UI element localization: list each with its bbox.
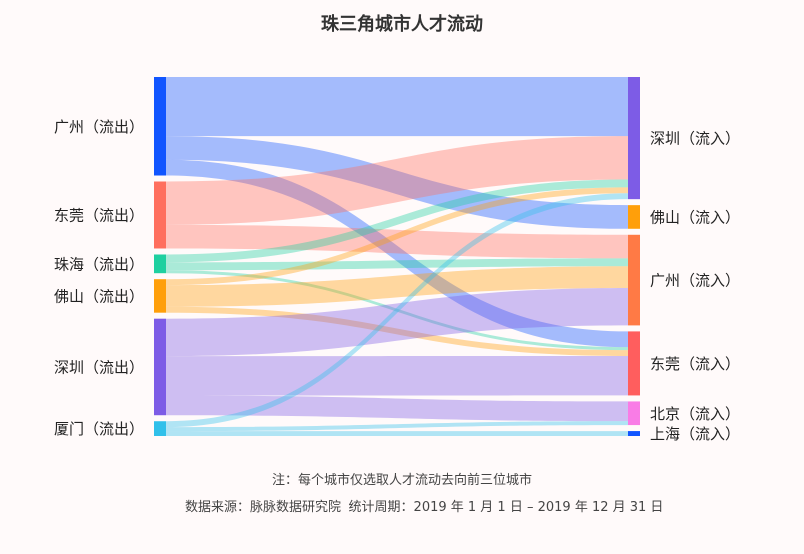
link-dg_out-to-sz_in (166, 136, 628, 225)
link-gz_out-to-sz_in (166, 77, 628, 137)
link-xm_out-to-bj_in (166, 421, 628, 432)
node-sz_out (154, 318, 166, 416)
node-label-gz_in: 广州（流入） (650, 272, 740, 290)
link-dg_out-to-gz_in (166, 224, 628, 259)
link-gz_out-to-dg_in (166, 159, 628, 348)
link-sz_out-to-dg_in (166, 356, 628, 396)
node-label-fs_out: 佛山（流出） (54, 287, 144, 305)
node-label-zh_out: 珠海（流出） (54, 255, 144, 273)
node-sh_in (628, 431, 640, 436)
link-layer (166, 77, 628, 436)
node-layer: 广州（流出） 东莞（流出） 珠海（流出） 佛山（流出） 深圳（流出） 厦门（流出） 深圳（流… (54, 77, 740, 443)
link-fs_out-to-gz_in (166, 266, 628, 307)
link-fs_out-to-sz_in (166, 187, 628, 286)
node-label-dg_out: 东莞（流出） (54, 206, 144, 224)
node-label-sz_out: 深圳（流出） (54, 358, 144, 376)
node-label-sz_in: 深圳（流入） (650, 130, 740, 148)
link-zh_out-to-sz_in (166, 179, 628, 263)
link-zh_out-to-gz_in (166, 258, 628, 271)
chart-source: 数据来源：脉脉数据研究院 (185, 500, 341, 515)
link-sz_out-to-bj_in (166, 395, 628, 422)
node-bj_in (628, 401, 640, 426)
node-label-dg_in: 东莞（流入） (650, 355, 740, 373)
node-fs_out (154, 279, 166, 313)
node-label-gz_out: 广州（流出） (54, 118, 144, 136)
node-gz_in (628, 234, 640, 326)
node-label-bj_in: 北京（流入） (650, 405, 740, 423)
node-sz_in (628, 77, 640, 200)
node-xm_out (154, 421, 166, 436)
node-label-fs_in: 佛山（流入） (650, 208, 740, 226)
chart-note: 注：每个城市仅选取人才流动去向前三位城市 (272, 472, 532, 488)
chart-title: 珠三角城市人才流动 (321, 13, 483, 35)
chart-period: 统计周期：2019 年 1 月 1 日 – 2019 年 12 月 31 日 (349, 500, 664, 515)
node-label-xm_out: 厦门（流出） (54, 420, 144, 438)
node-dg_out (154, 181, 166, 249)
node-zh_out (154, 254, 166, 274)
link-zh_out-to-dg_in (166, 270, 628, 351)
node-dg_in (628, 331, 640, 396)
link-xm_out-to-sz_in (166, 193, 628, 428)
link-xm_out-to-sh_in (166, 431, 628, 436)
node-gz_out (154, 77, 166, 176)
link-sz_out-to-gz_in (166, 287, 628, 357)
node-fs_in (628, 205, 640, 229)
link-fs_out-to-dg_in (166, 306, 628, 357)
link-gz_out-to-fs_in (166, 136, 628, 229)
node-label-sh_in: 上海（流入） (650, 425, 740, 443)
